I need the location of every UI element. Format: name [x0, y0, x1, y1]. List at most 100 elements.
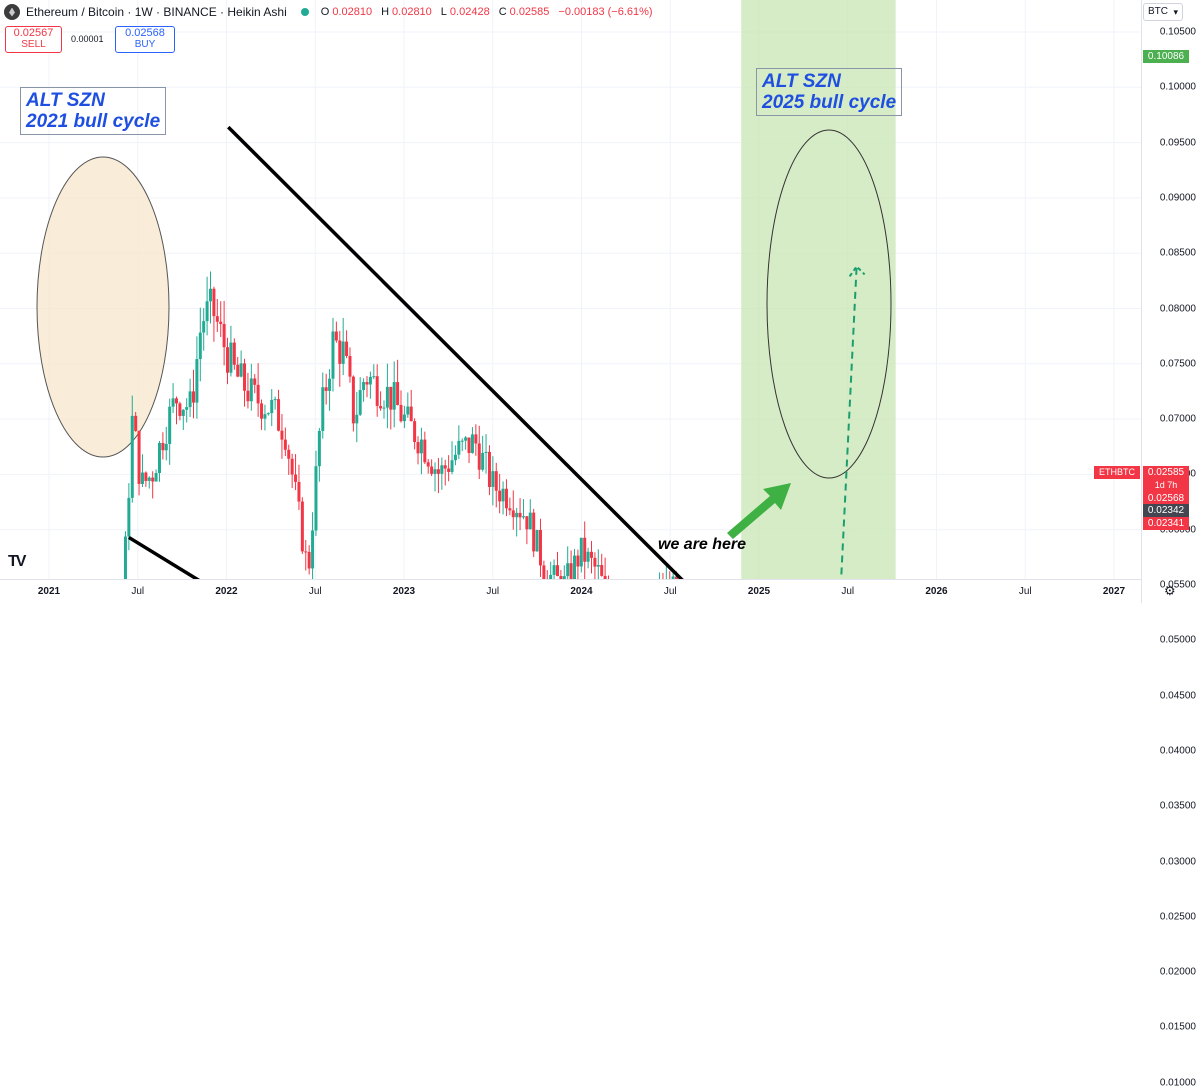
alt-szn-2025-line2: 2025 bull cycle [762, 92, 897, 113]
candle-up [562, 576, 566, 579]
last-price-tag: 0.02585 [1143, 466, 1189, 479]
candle-down [413, 421, 417, 443]
annotation-zones [36, 0, 896, 579]
candle-up [171, 398, 175, 407]
price-chart[interactable] [0, 0, 1141, 579]
candle-down [348, 356, 352, 377]
we-are-here-arrow [727, 483, 791, 539]
time-tick-label: 2025 [747, 586, 771, 597]
candle-down [283, 439, 287, 450]
candle-down [532, 512, 536, 552]
candle-down [134, 415, 138, 431]
candle-down [174, 398, 178, 404]
price-tick-label: 0.02500 [1159, 911, 1196, 923]
candle-down [215, 316, 219, 322]
alt-szn-2021-label[interactable]: ALT SZN 2021 bull cycle [20, 87, 167, 135]
time-tick-label: Jul [308, 586, 322, 597]
candle-down [232, 342, 236, 365]
sell-price: 0.02567 [13, 27, 54, 39]
price-tick-label: 0.01500 [1159, 1021, 1196, 1033]
ohlc-values: O 0.02810 H 0.02810 L 0.02428 C 0.02585 −0.0… [321, 6, 653, 18]
price-axis-border [1141, 0, 1142, 603]
candle-down [436, 469, 440, 474]
high-value: 0.02810 [392, 6, 432, 18]
currency-selector[interactable]: BTC [1143, 3, 1183, 21]
candle-down [423, 439, 427, 463]
symbol-title[interactable]: Ethereum / Bitcoin · 1W · BINANCE · Heik… [26, 5, 287, 19]
candle-down [498, 490, 502, 502]
open-key: O [320, 6, 330, 18]
candle-down [137, 430, 141, 484]
price-tick-label: 0.09000 [1159, 192, 1196, 204]
trendlines [127, 125, 866, 579]
cycle-2021-ellipse [36, 156, 170, 458]
cycle-2025-ellipse [766, 129, 892, 479]
candle-up [311, 530, 315, 569]
candle-up [385, 386, 389, 408]
candle-down [555, 565, 559, 577]
candle-down [161, 442, 165, 451]
chart-header: Ethereum / Bitcoin · 1W · BINANCE · Heik… [0, 0, 653, 24]
candle-up [596, 565, 600, 567]
symbol-tag: ETHBTC [1094, 466, 1140, 479]
time-tick-label: Jul [841, 586, 855, 597]
price-tick-label: 0.07000 [1159, 413, 1196, 425]
market-status-icon [300, 8, 309, 16]
candle-down [324, 387, 328, 391]
time-tick-label: Jul [1018, 586, 1032, 597]
price-tag-3: 0.02342 [1143, 504, 1189, 517]
price-tick-label: 0.08500 [1159, 247, 1196, 259]
candle-up [140, 472, 144, 484]
candle-up [127, 497, 131, 537]
candle-down [426, 462, 430, 467]
alt-szn-2025-label[interactable]: ALT SZN 2025 bull cycle [756, 68, 903, 116]
candle-up [154, 473, 158, 482]
candle-down [504, 488, 508, 509]
candle-up [249, 378, 253, 402]
candle-down [256, 384, 260, 404]
candle-down [290, 458, 294, 475]
upper-trendline [227, 125, 684, 579]
candle-down [569, 563, 573, 579]
we-are-here-label[interactable]: we are here [658, 536, 747, 553]
open-value: 0.02810 [332, 6, 373, 18]
candle-up [460, 440, 464, 442]
buy-label: BUY [134, 39, 156, 50]
candle-down [178, 403, 182, 416]
high-price-tag: 0.10086 [1143, 50, 1189, 63]
candle-down [396, 382, 400, 405]
alt-szn-2025-line1: ALT SZN [762, 71, 841, 92]
candle-up [130, 415, 134, 498]
candle-up [164, 443, 168, 451]
candle-down [151, 477, 155, 482]
candle-down [236, 364, 240, 377]
low-value: 0.02428 [449, 6, 490, 18]
time-tick-label: Jul [131, 586, 145, 597]
alt-szn-2021-line2: 2021 bull cycle [26, 111, 161, 132]
gear-icon[interactable]: ⚙ [1164, 583, 1176, 598]
time-axis[interactable]: 2021 Jul 2022 Jul 2023 Jul 2024 Jul 2025 Jul 2026 J… [0, 579, 1141, 604]
candle-down [399, 404, 403, 422]
candle-down [307, 551, 311, 569]
buy-button[interactable]: 0.02568 BUY [115, 26, 175, 53]
candle-down [226, 347, 230, 373]
candle-down [600, 565, 604, 576]
candle-down [443, 465, 447, 469]
chart-grid [0, 0, 1141, 579]
candle-down [287, 449, 291, 459]
candle-down [297, 481, 301, 502]
candle-down [246, 390, 250, 402]
candle-down [219, 321, 223, 324]
candle-down [675, 576, 679, 579]
candle-up [392, 382, 396, 410]
price-tick-label: 0.05500 [1159, 579, 1196, 591]
sell-button[interactable]: 0.02567 SELL [5, 26, 62, 53]
candle-down [593, 557, 597, 567]
candle-up [671, 576, 675, 579]
price-tick-label: 0.10000 [1159, 81, 1196, 93]
candle-up [566, 563, 570, 577]
candle-down [583, 537, 587, 562]
close-value: 0.02585 [509, 6, 550, 18]
candle-up [579, 537, 583, 567]
time-tick-label: 2023 [392, 586, 416, 597]
